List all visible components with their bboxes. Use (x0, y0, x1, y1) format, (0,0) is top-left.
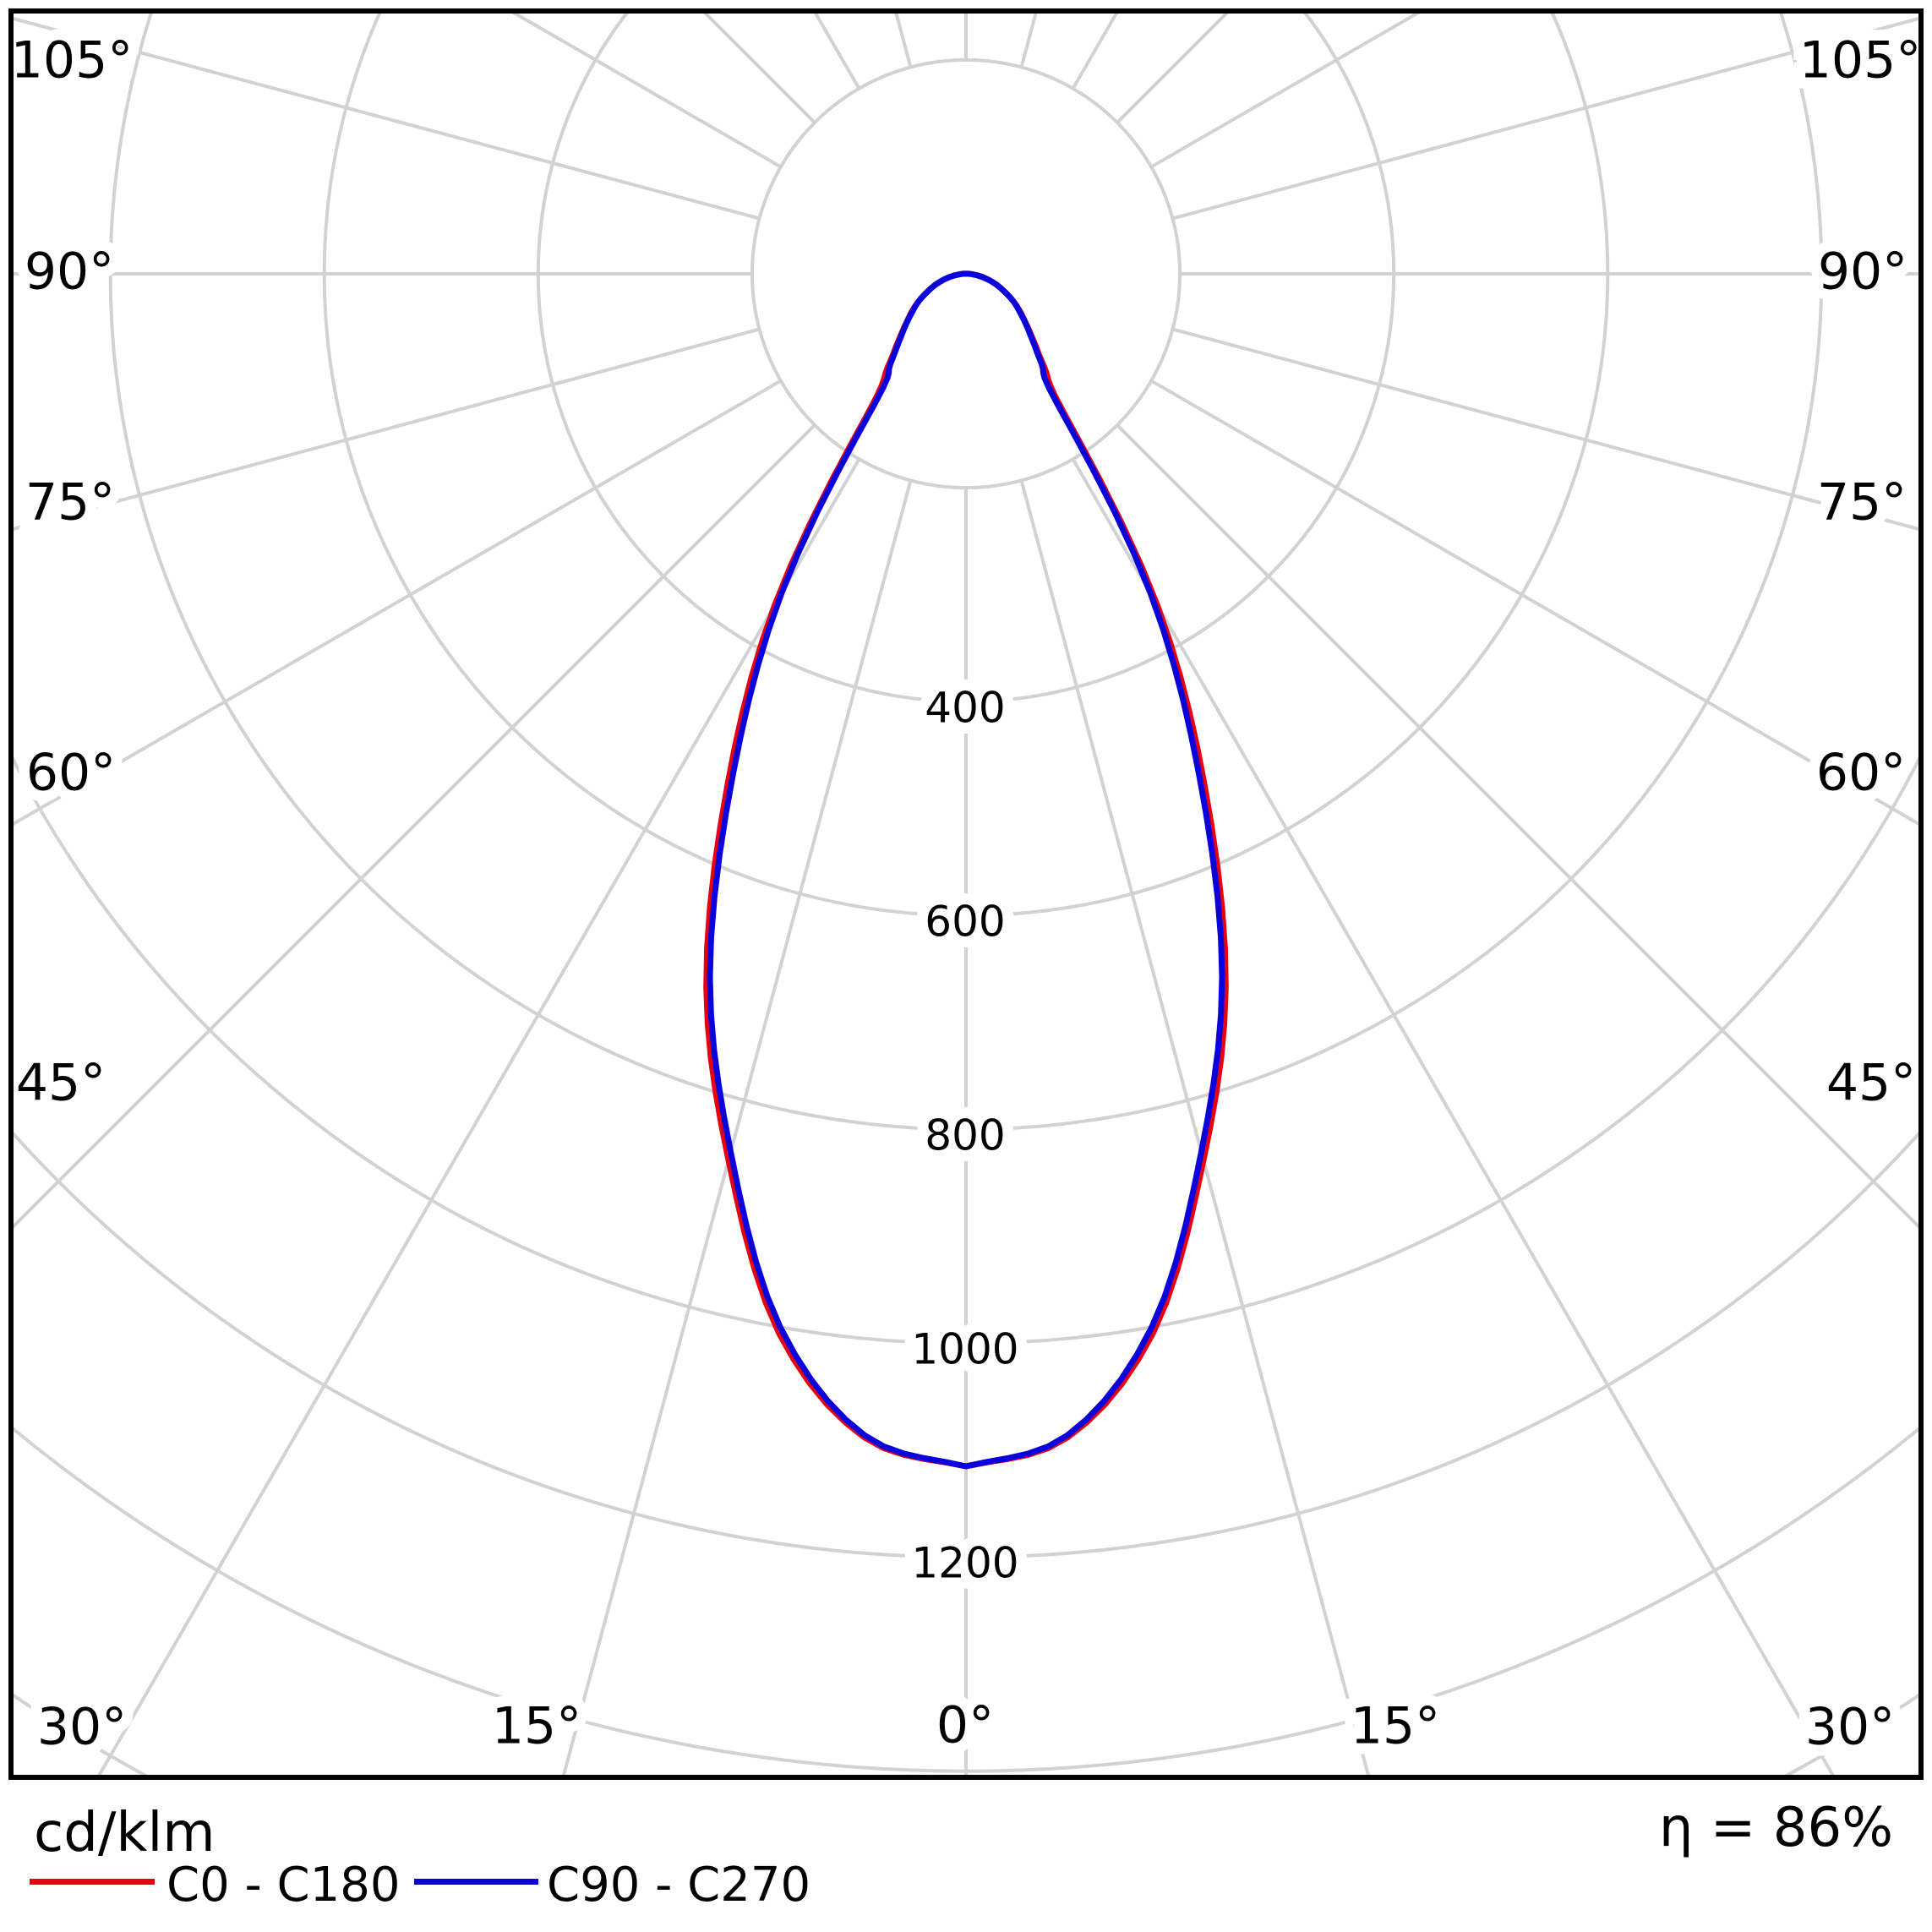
gamma-angle-label-7-0deg-halo: 0° (936, 1696, 994, 1755)
grid-radial-285deg (14, 327, 761, 532)
legend-swatch-c0-c180 (30, 1879, 155, 1885)
legend-label-c90-c270: C90 - C270 (547, 1858, 811, 1913)
legend-label-c0-c180: C0 - C180 (166, 1858, 401, 1913)
gamma-angle-label-12-75deg: 75° (1817, 473, 1907, 532)
grid-radial-345deg (562, 479, 913, 1775)
ring-value-label-800: 800 (925, 1111, 1005, 1160)
grid-radial-75deg (1171, 327, 1918, 532)
ring-value-label-1200: 1200 (911, 1539, 1018, 1588)
gamma-angle-label-10-45deg: 45° (1826, 1054, 1916, 1113)
gamma-angle-label-3-60deg-halo: 60° (26, 744, 116, 803)
gamma-angle-label-11-60deg: 60° (1816, 744, 1906, 803)
gamma-angle-label-14-105deg: 105° (1799, 31, 1922, 90)
light-output-ratio-label: η = 86% (1658, 1797, 1893, 1859)
gamma-angle-label-13-90deg-halo: 90° (1818, 243, 1907, 302)
ring-value-label-400: 400 (925, 684, 1005, 733)
curve-c90-c270 (707, 270, 1225, 1470)
legend-swatch-c90-c270 (414, 1879, 538, 1885)
gamma-angle-label-0-105deg: 105° (11, 31, 134, 90)
grid-radial-300deg (14, 379, 782, 826)
grid-radial-255deg (14, 16, 761, 221)
ring-value-label-600: 600 (925, 898, 1005, 947)
gamma-angle-label-8-15deg-halo: 15° (1351, 1697, 1440, 1756)
gamma-angle-label-2-75deg-halo: 75° (25, 473, 115, 532)
gamma-angle-label-4-45deg: 45° (16, 1054, 106, 1113)
gamma-angle-label-9-30deg-halo: 30° (1805, 1698, 1895, 1757)
gamma-angle-label-0-105deg-halo: 105° (11, 31, 134, 90)
grid-radial-15deg (1019, 479, 1370, 1775)
gamma-angle-label-11-60deg-halo: 60° (1816, 744, 1906, 803)
gamma-angle-label-5-30deg-halo: 30° (37, 1698, 127, 1757)
gamma-angle-label-1-90deg-halo: 90° (25, 243, 114, 302)
ring-value-label-600-halo: 600 (925, 898, 1005, 947)
gamma-angle-label-9-30deg: 30° (1805, 1698, 1895, 1757)
ring-value-label-400-halo: 400 (925, 684, 1005, 733)
ring-value-label-1200-halo: 1200 (911, 1539, 1018, 1588)
gamma-angle-label-2-75deg: 75° (25, 473, 115, 532)
gamma-angle-label-13-90deg: 90° (1818, 243, 1907, 302)
grid-radial-330deg (97, 458, 861, 1775)
gamma-angle-label-7-0deg: 0° (936, 1696, 994, 1755)
plot-border (8, 8, 1924, 1780)
gamma-angle-label-4-45deg-halo: 45° (16, 1054, 106, 1113)
gamma-angle-label-3-60deg: 60° (26, 744, 116, 803)
gamma-angle-label-6-15deg: 15° (492, 1697, 581, 1756)
gamma-angle-label-1-90deg: 90° (25, 243, 114, 302)
unit-label: cd/klm (34, 1802, 216, 1864)
ring-value-label-800-halo: 800 (925, 1111, 1005, 1160)
ring-value-label-1000-halo: 1000 (911, 1325, 1018, 1374)
gamma-angle-label-8-15deg: 15° (1351, 1697, 1440, 1756)
grid-radial-105deg (1171, 16, 1918, 221)
gamma-angle-label-10-45deg-halo: 45° (1826, 1054, 1916, 1113)
ring-value-label-1000: 1000 (911, 1325, 1018, 1374)
grid-radial-60deg (1150, 379, 1918, 826)
gamma-angle-label-5-30deg: 30° (37, 1698, 127, 1757)
grid-radial-30deg (1071, 458, 1835, 1775)
grid-radial-315deg (14, 423, 816, 1229)
gamma-angle-label-12-75deg-halo: 75° (1817, 473, 1907, 532)
grid-radial-45deg (1116, 423, 1918, 1229)
gamma-angle-label-6-15deg-halo: 15° (492, 1697, 581, 1756)
gamma-angle-label-14-105deg-halo: 105° (1799, 31, 1922, 90)
